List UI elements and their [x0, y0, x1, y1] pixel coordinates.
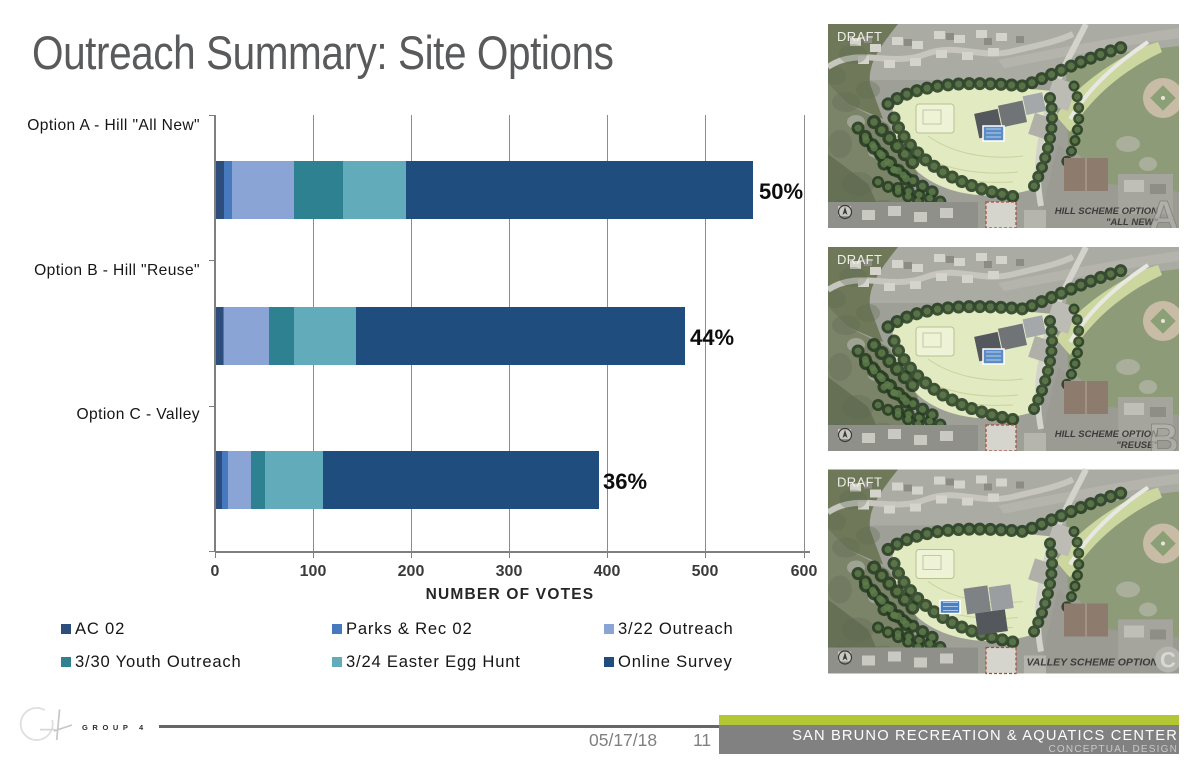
svg-text:HILL SCHEME OPTION: HILL SCHEME OPTION: [1055, 206, 1159, 217]
svg-text:"ALL NEW": "ALL NEW": [1106, 217, 1159, 228]
svg-text:GROUP 4: GROUP 4: [82, 723, 148, 732]
svg-text:C: C: [1160, 648, 1176, 673]
svg-text:A: A: [1149, 192, 1179, 228]
svg-text:HILL SCHEME OPTION: HILL SCHEME OPTION: [1055, 429, 1159, 440]
svg-text:B: B: [1149, 415, 1179, 451]
svg-text:VALLEY SCHEME OPTION: VALLEY SCHEME OPTION: [1027, 657, 1159, 669]
svg-text:"REUSE": "REUSE": [1116, 440, 1158, 451]
